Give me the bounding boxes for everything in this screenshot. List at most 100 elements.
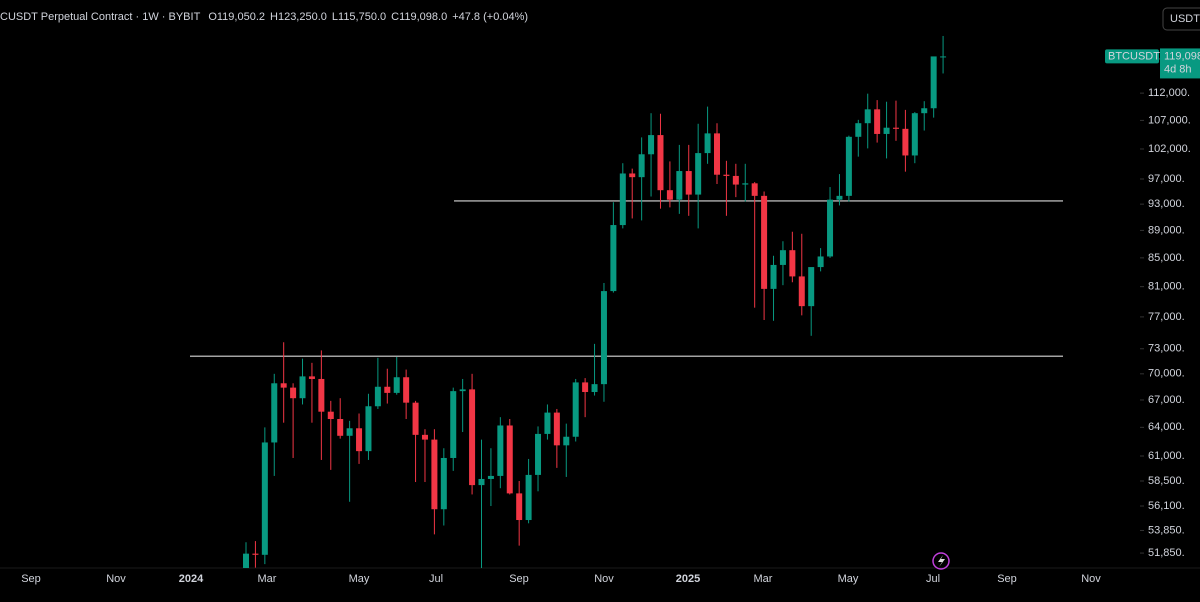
- candle-body: [619, 173, 626, 226]
- candle-body: [789, 250, 796, 277]
- candle-body: [440, 457, 447, 510]
- x-tick-label: Jul: [429, 573, 443, 585]
- candle-body: [459, 389, 466, 392]
- candle-body: [770, 264, 777, 289]
- candle-body: [544, 412, 551, 434]
- candle-body: [779, 250, 786, 265]
- alert-icon[interactable]: [932, 552, 950, 570]
- currency-button[interactable]: [1162, 7, 1200, 31]
- axes: 51,850. 53,850. 56,100. 58,500. 61,000. 64,00…: [21, 87, 1191, 585]
- ohlc-value: 123,250.0: [278, 11, 327, 23]
- candle-body: [384, 386, 391, 393]
- alert-icon-bolt: [938, 555, 945, 567]
- candle-body: [412, 402, 419, 435]
- candle-body: [591, 384, 598, 393]
- candle-body: [600, 291, 607, 385]
- candle-body: [450, 391, 457, 458]
- y-tick-label: 73,000.: [1148, 343, 1185, 355]
- candle-body: [761, 195, 768, 289]
- candle-body: [374, 386, 381, 407]
- candle-body: [648, 135, 655, 155]
- y-tick-label: 53,850.: [1148, 524, 1185, 536]
- candle-body: [243, 553, 249, 568]
- y-tick-label: 77,000.: [1148, 311, 1185, 323]
- candle-body: [629, 173, 636, 178]
- candle-body: [930, 56, 937, 109]
- candle-body: [704, 133, 711, 154]
- y-tick-label: 81,000.: [1148, 281, 1185, 293]
- candle-body: [714, 133, 720, 175]
- y-tick-label: 107,000.: [1148, 114, 1191, 126]
- candle-body: [676, 171, 683, 200]
- candle-body: [902, 128, 909, 156]
- price-tag-symbol-box: [1105, 49, 1159, 64]
- candle-body: [751, 183, 758, 196]
- price-tag-symbol: BTCUSDT.P: [1108, 50, 1169, 62]
- x-tick-label: Nov: [594, 573, 614, 585]
- candle-body: [845, 136, 852, 196]
- y-tick-label: 70,000.: [1148, 368, 1185, 380]
- y-tick-label: 67,000.: [1148, 394, 1185, 406]
- candle-body: [318, 378, 325, 412]
- plot-area: [190, 35, 1063, 568]
- ohlc-value: +47.8 (+0.04%): [452, 11, 528, 23]
- candle-body: [657, 135, 664, 191]
- ohlc-key: O: [208, 11, 217, 23]
- y-tick-label: 89,000.: [1148, 224, 1185, 236]
- candle-body: [403, 377, 410, 403]
- y-tick-label: 97,000.: [1148, 173, 1185, 185]
- candle-body: [582, 382, 589, 393]
- candle-body: [261, 442, 268, 555]
- price-tag-countdown: 4d 8h: [1164, 63, 1192, 75]
- candle-body: [553, 412, 560, 446]
- x-tick-label: Sep: [997, 573, 1017, 585]
- candle-body: [431, 439, 438, 510]
- candle-body: [299, 376, 306, 399]
- candle-body: [563, 436, 570, 446]
- candle-body: [610, 225, 617, 292]
- x-tick-label: 2024: [179, 573, 204, 585]
- candle-body: [732, 175, 739, 185]
- candle-body: [940, 56, 947, 58]
- x-tick-label: Mar: [258, 573, 277, 585]
- x-tick-label: Sep: [21, 573, 41, 585]
- candle-body: [327, 411, 334, 420]
- y-tick-label: 102,000.: [1148, 143, 1191, 155]
- candle-body: [308, 376, 315, 379]
- candle-body: [798, 276, 805, 307]
- candle-body: [817, 256, 824, 268]
- x-tick-label: 2025: [676, 573, 700, 585]
- candle-body: [337, 419, 344, 436]
- x-tick-label: May: [838, 573, 859, 585]
- ohlc-value: 115,750.0: [338, 11, 386, 23]
- candle-body: [874, 109, 881, 134]
- candle-body: [487, 475, 494, 479]
- candle-body: [827, 199, 834, 257]
- y-tick-label: 93,000.: [1148, 198, 1185, 210]
- y-tick-label: 56,100.: [1148, 500, 1185, 512]
- x-tick-label: Jul: [926, 573, 940, 585]
- candle-body: [525, 474, 532, 521]
- candle-body: [572, 382, 579, 437]
- candle-body: [421, 434, 428, 440]
- y-tick-label: 61,000.: [1148, 450, 1185, 462]
- candle-body: [346, 428, 353, 436]
- candle-body: [478, 478, 485, 486]
- candle-body: [685, 171, 692, 195]
- symbol-line: CUSDT Perpetual Contract · 1W · BYBIT: [0, 11, 201, 23]
- candle-body: [883, 127, 890, 134]
- ohlc-key: C: [391, 11, 399, 23]
- candle-body: [280, 383, 287, 388]
- x-tick-label: Sep: [509, 573, 529, 585]
- candle-body: [695, 153, 702, 195]
- candle-body: [666, 190, 673, 200]
- candle-body: [921, 108, 928, 114]
- candle-body: [516, 493, 523, 521]
- x-tick-label: May: [349, 573, 370, 585]
- ohlc-value: 119,098.0: [399, 11, 447, 23]
- candle-body: [271, 383, 278, 443]
- candle-body: [892, 127, 899, 129]
- candle-body: [356, 428, 363, 452]
- x-tick-label: Mar: [754, 573, 773, 585]
